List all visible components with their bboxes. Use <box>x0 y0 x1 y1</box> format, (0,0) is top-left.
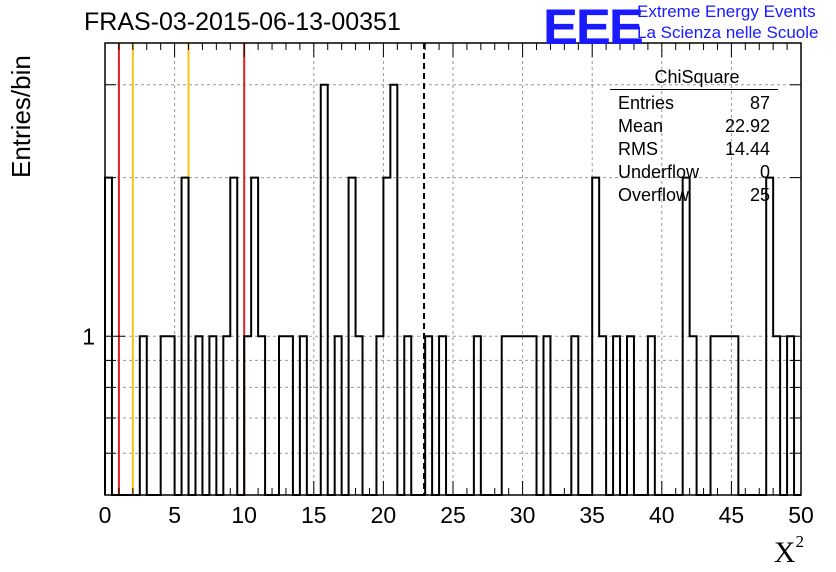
y-axis-label: Entries/bin <box>6 55 36 178</box>
chart-title: FRAS-03-2015-06-13-00351 <box>84 8 401 36</box>
x-tick-label: 5 <box>168 502 181 528</box>
x-tick-label: 45 <box>719 502 745 528</box>
logo-line-1: Extreme Energy Events <box>637 2 816 21</box>
stats-value: 87 <box>749 93 770 113</box>
reference-lines <box>117 43 426 495</box>
stats-title: ChiSquare <box>654 67 740 87</box>
stats-label: Mean <box>618 116 664 136</box>
stats-value: 25 <box>749 185 770 205</box>
stats-label: Entries <box>618 93 675 113</box>
x-tick-label: 35 <box>579 502 605 528</box>
stats-row-entries: Entries 87 <box>610 92 778 115</box>
x-tick-label: 25 <box>440 502 466 528</box>
y-tick-label: 1 <box>82 323 95 349</box>
stats-value: 0 <box>759 162 770 182</box>
x-axis-label-base: X <box>773 536 796 569</box>
stats-label: RMS <box>618 139 658 159</box>
x-axis-label: X2 <box>773 532 804 570</box>
x-tick-label: 20 <box>371 502 397 528</box>
stats-box: ChiSquare Entries 87 Mean 22.92 RMS 14.4… <box>610 66 778 207</box>
eee-logo: EEE <box>543 0 644 55</box>
histogram-bin <box>321 85 328 495</box>
x-tick-label: 30 <box>510 502 536 528</box>
x-tick-label: 0 <box>99 502 112 528</box>
stats-divider <box>610 89 778 90</box>
stats-row-mean: Mean 22.92 <box>610 115 778 138</box>
x-tick-label: 40 <box>649 502 675 528</box>
stats-label: Overflow <box>618 185 690 205</box>
logo-line-2: La Scienza nelle Scuole <box>637 23 819 42</box>
stats-value: 22.92 <box>724 116 770 136</box>
stats-row-overflow: Overflow 25 <box>610 184 778 207</box>
x-axis-label-superscript: 2 <box>795 532 805 551</box>
stats-row-underflow: Underflow 0 <box>610 161 778 184</box>
x-tick-label: 50 <box>788 502 814 528</box>
stats-row-rms: RMS 14.44 <box>610 138 778 161</box>
histogram-bin <box>390 85 397 495</box>
axes: 0 5 10 15 20 25 30 35 40 45 50 1 <box>82 42 814 528</box>
stats-value: 14.44 <box>724 139 770 159</box>
grid-lines <box>105 43 801 495</box>
x-tick-label: 15 <box>301 502 327 528</box>
x-tick-label: 10 <box>231 502 257 528</box>
stats-label: Underflow <box>618 162 700 182</box>
